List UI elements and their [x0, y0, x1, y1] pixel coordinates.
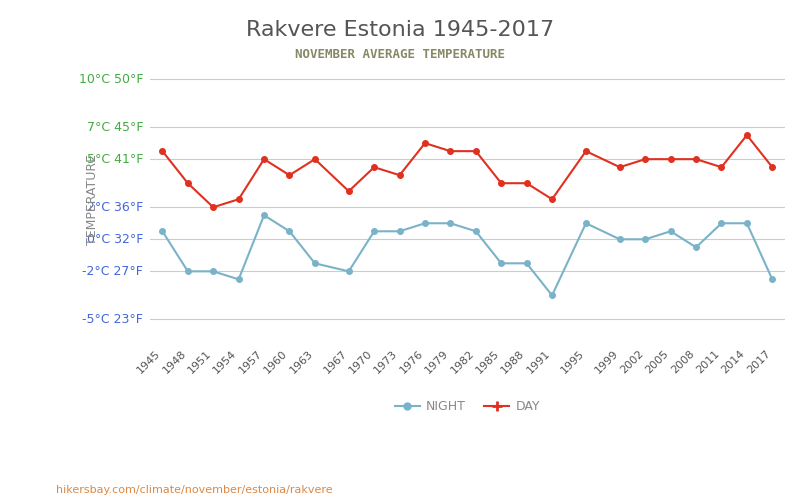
NIGHT	[581, 220, 590, 226]
Text: -2°C 27°F: -2°C 27°F	[82, 265, 143, 278]
NIGHT	[420, 220, 430, 226]
DAY	[259, 156, 269, 162]
Text: 7°C 45°F: 7°C 45°F	[87, 120, 143, 134]
Text: -5°C 23°F: -5°C 23°F	[82, 313, 143, 326]
DAY	[420, 140, 430, 146]
NIGHT	[370, 228, 379, 234]
Text: TEMPERATURE: TEMPERATURE	[86, 154, 99, 244]
DAY	[370, 164, 379, 170]
Text: 5°C 41°F: 5°C 41°F	[87, 152, 143, 166]
Text: 0°C 32°F: 0°C 32°F	[87, 233, 143, 246]
DAY	[234, 196, 243, 202]
NIGHT	[285, 228, 294, 234]
NIGHT	[615, 236, 625, 242]
DAY	[522, 180, 531, 186]
DAY	[742, 132, 752, 138]
NIGHT	[767, 276, 777, 282]
Legend: NIGHT, DAY: NIGHT, DAY	[390, 395, 545, 418]
DAY	[394, 172, 404, 178]
NIGHT	[717, 220, 726, 226]
DAY	[310, 156, 320, 162]
NIGHT	[522, 260, 531, 266]
Text: hikersbay.com/climate/november/estonia/rakvere: hikersbay.com/climate/november/estonia/r…	[56, 485, 333, 495]
DAY	[285, 172, 294, 178]
DAY	[344, 188, 354, 194]
DAY	[471, 148, 481, 154]
NIGHT	[183, 268, 193, 274]
DAY	[615, 164, 625, 170]
Text: 10°C 50°F: 10°C 50°F	[79, 72, 143, 86]
NIGHT	[234, 276, 243, 282]
NIGHT	[641, 236, 650, 242]
DAY	[641, 156, 650, 162]
NIGHT	[158, 228, 167, 234]
DAY	[183, 180, 193, 186]
Text: Rakvere Estonia 1945-2017: Rakvere Estonia 1945-2017	[246, 20, 554, 40]
NIGHT	[446, 220, 455, 226]
DAY	[497, 180, 506, 186]
NIGHT	[344, 268, 354, 274]
NIGHT	[547, 292, 557, 298]
NIGHT	[471, 228, 481, 234]
NIGHT	[666, 228, 675, 234]
NIGHT	[394, 228, 404, 234]
DAY	[691, 156, 701, 162]
NIGHT	[497, 260, 506, 266]
DAY	[581, 148, 590, 154]
NIGHT	[742, 220, 752, 226]
Line: DAY: DAY	[160, 132, 775, 210]
NIGHT	[209, 268, 218, 274]
NIGHT	[691, 244, 701, 250]
DAY	[209, 204, 218, 210]
DAY	[717, 164, 726, 170]
DAY	[666, 156, 675, 162]
DAY	[158, 148, 167, 154]
DAY	[446, 148, 455, 154]
Text: 2°C 36°F: 2°C 36°F	[87, 200, 143, 213]
NIGHT	[259, 212, 269, 218]
Line: NIGHT: NIGHT	[160, 212, 775, 298]
NIGHT	[310, 260, 320, 266]
DAY	[547, 196, 557, 202]
Text: NOVEMBER AVERAGE TEMPERATURE: NOVEMBER AVERAGE TEMPERATURE	[295, 48, 505, 60]
DAY	[767, 164, 777, 170]
